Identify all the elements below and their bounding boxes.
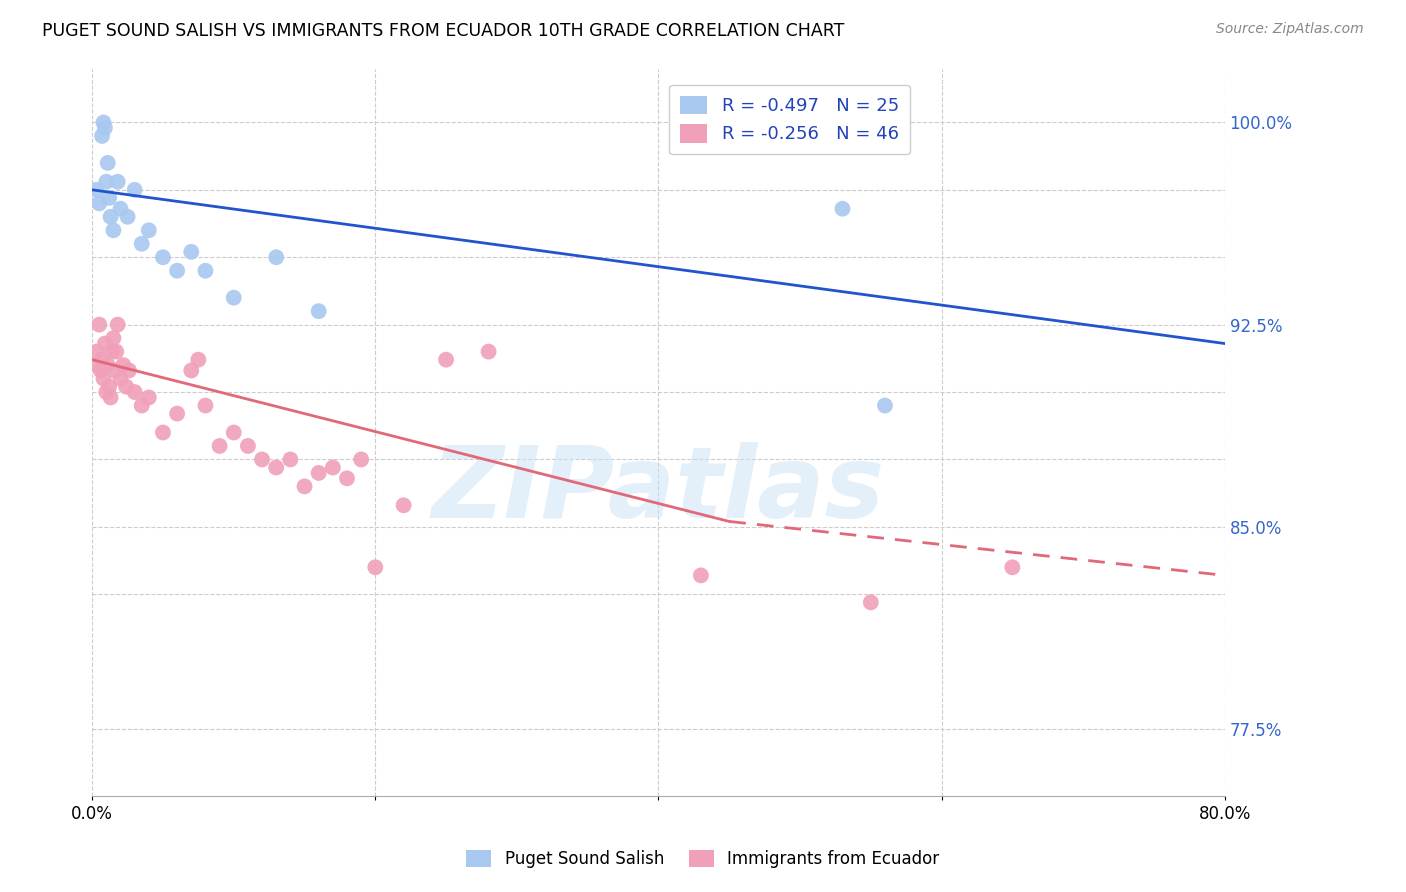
Text: ZIPatlas: ZIPatlas	[432, 442, 884, 540]
Point	[364, 560, 387, 574]
Point	[690, 568, 713, 582]
Point	[89, 318, 111, 332]
Point	[97, 156, 120, 170]
Point	[294, 479, 316, 493]
Point	[131, 399, 153, 413]
Point	[94, 336, 117, 351]
Point	[131, 236, 153, 251]
Text: Source: ZipAtlas.com: Source: ZipAtlas.com	[1216, 22, 1364, 37]
Point	[93, 115, 115, 129]
Point	[124, 385, 146, 400]
Point	[308, 466, 330, 480]
Point	[117, 210, 139, 224]
Point	[91, 128, 114, 143]
Point	[280, 452, 302, 467]
Point	[166, 407, 188, 421]
Point	[93, 371, 115, 385]
Point	[98, 379, 121, 393]
Point	[118, 363, 141, 377]
Point	[138, 223, 160, 237]
Point	[236, 439, 259, 453]
Point	[107, 318, 129, 332]
Point	[112, 358, 135, 372]
Text: PUGET SOUND SALISH VS IMMIGRANTS FROM ECUADOR 10TH GRADE CORRELATION CHART: PUGET SOUND SALISH VS IMMIGRANTS FROM EC…	[42, 22, 845, 40]
Point	[96, 175, 118, 189]
Point	[308, 304, 330, 318]
Point	[187, 352, 209, 367]
Point	[166, 264, 188, 278]
Point	[87, 358, 110, 372]
Point	[86, 183, 108, 197]
Point	[105, 344, 128, 359]
Point	[477, 344, 499, 359]
Point	[115, 379, 138, 393]
Point	[103, 223, 125, 237]
Point	[208, 439, 231, 453]
Point	[350, 452, 373, 467]
Point	[89, 196, 111, 211]
Point	[98, 191, 121, 205]
Point	[86, 344, 108, 359]
Point	[1001, 560, 1024, 574]
Legend: R = -0.497   N = 25, R = -0.256   N = 46: R = -0.497 N = 25, R = -0.256 N = 46	[669, 85, 910, 154]
Point	[94, 120, 117, 135]
Point	[100, 210, 122, 224]
Point	[97, 358, 120, 372]
Point	[434, 352, 457, 367]
Point	[107, 175, 129, 189]
Point	[152, 425, 174, 440]
Point	[194, 399, 217, 413]
Legend: Puget Sound Salish, Immigrants from Ecuador: Puget Sound Salish, Immigrants from Ecua…	[460, 843, 946, 875]
Point	[110, 371, 132, 385]
Point	[110, 202, 132, 216]
Point	[322, 460, 344, 475]
Point	[831, 202, 853, 216]
Point	[392, 498, 415, 512]
Point	[96, 385, 118, 400]
Point	[250, 452, 273, 467]
Point	[152, 250, 174, 264]
Point	[103, 331, 125, 345]
Point	[222, 425, 245, 440]
Point	[873, 399, 896, 413]
Point	[101, 344, 124, 359]
Point	[264, 460, 287, 475]
Point	[180, 363, 202, 377]
Point	[104, 363, 127, 377]
Point	[124, 183, 146, 197]
Point	[100, 391, 122, 405]
Point	[180, 244, 202, 259]
Point	[194, 264, 217, 278]
Point	[222, 291, 245, 305]
Point	[138, 391, 160, 405]
Point	[91, 352, 114, 367]
Point	[90, 363, 112, 377]
Point	[336, 471, 359, 485]
Point	[859, 595, 882, 609]
Point	[264, 250, 287, 264]
